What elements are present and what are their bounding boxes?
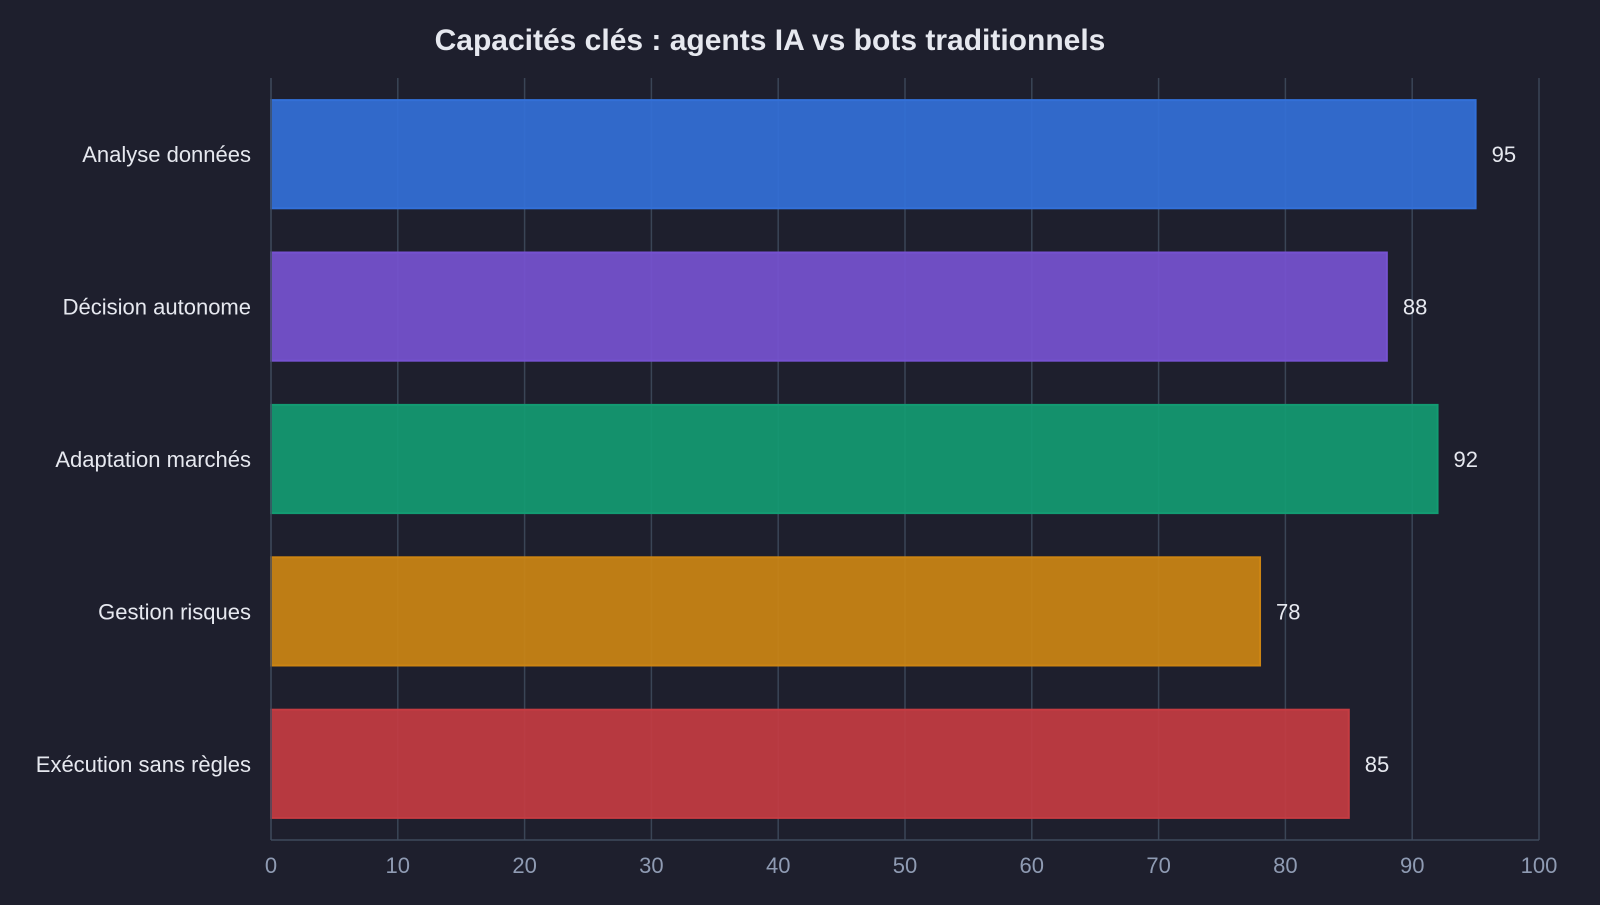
bar <box>270 403 1439 515</box>
bar <box>270 99 1477 210</box>
y-tick-label: Analyse données <box>82 142 251 167</box>
x-tick-label: 80 <box>1273 853 1297 878</box>
y-tick-label: Gestion risques <box>98 599 251 624</box>
bar <box>270 556 1262 667</box>
bar <box>270 251 1388 362</box>
data-label: 88 <box>1403 295 1427 320</box>
x-tick-label: 90 <box>1400 853 1424 878</box>
chart-title: Capacités clés : agents IA vs bots tradi… <box>435 24 1106 57</box>
bar <box>270 708 1350 819</box>
x-tick-label: 70 <box>1146 853 1170 878</box>
x-tick-label: 40 <box>766 853 790 878</box>
x-tick-label: 10 <box>386 853 410 878</box>
labels: 0 10 20 30 40 50 60 70 80 90 100 Analyse données 95 D… <box>36 142 1558 878</box>
x-tick-label: 60 <box>1020 853 1044 878</box>
x-tick-label: 100 <box>1521 853 1558 878</box>
x-tick-label: 30 <box>639 853 663 878</box>
data-label: 78 <box>1276 599 1300 624</box>
x-tick-label: 50 <box>893 853 917 878</box>
x-tick-label: 0 <box>265 853 277 878</box>
data-label: 92 <box>1454 447 1478 472</box>
data-label: 85 <box>1365 752 1389 777</box>
x-tick-label: 20 <box>512 853 536 878</box>
axes <box>270 78 1539 841</box>
y-tick-label: Décision autonome <box>63 295 251 320</box>
data-label: 95 <box>1492 142 1516 167</box>
y-tick-label: Exécution sans règles <box>36 752 251 777</box>
bars <box>270 99 1477 819</box>
y-tick-label: Adaptation marchés <box>55 447 251 472</box>
